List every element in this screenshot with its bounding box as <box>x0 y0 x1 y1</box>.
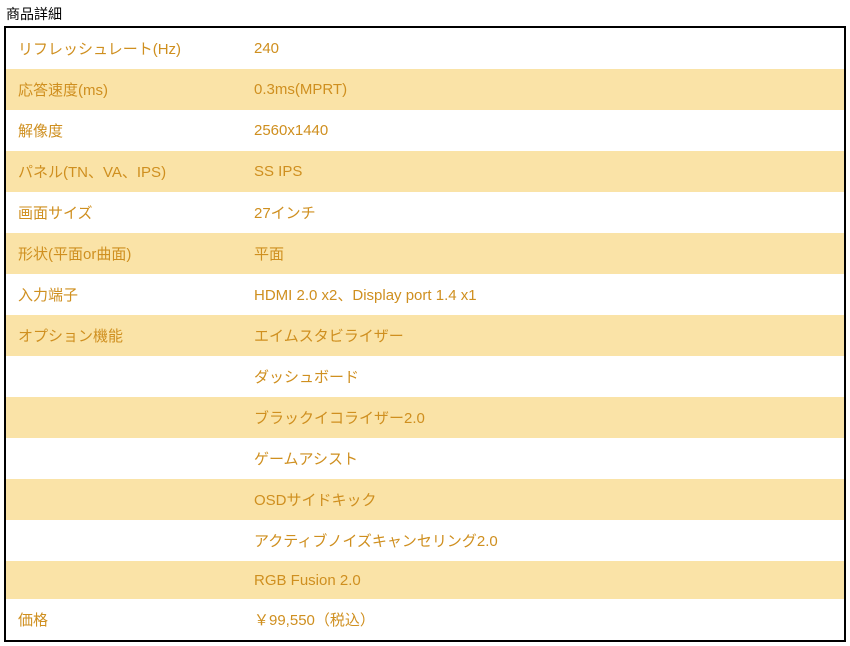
spec-value: ゲームアシスト <box>242 438 844 479</box>
spec-label <box>6 397 242 438</box>
spec-value: OSDサイドキック <box>242 479 844 520</box>
spec-value: アクティブノイズキャンセリング2.0 <box>242 520 844 561</box>
table-row: OSDサイドキック <box>6 479 844 520</box>
table-row: ダッシュボード <box>6 356 844 397</box>
table-row: ゲームアシスト <box>6 438 844 479</box>
table-row: リフレッシュレート(Hz)240 <box>6 28 844 69</box>
spec-label <box>6 561 242 599</box>
section-title: 商品詳細 <box>4 4 846 24</box>
spec-label <box>6 438 242 479</box>
table-row: 入力端子HDMI 2.0 x2、Display port 1.4 x1 <box>6 274 844 315</box>
table-row: 画面サイズ27インチ <box>6 192 844 233</box>
spec-label <box>6 520 242 561</box>
spec-value: RGB Fusion 2.0 <box>242 561 844 599</box>
spec-label <box>6 356 242 397</box>
table-row: RGB Fusion 2.0 <box>6 561 844 599</box>
table-row: 解像度2560x1440 <box>6 110 844 151</box>
spec-label: オプション機能 <box>6 315 242 356</box>
spec-table: リフレッシュレート(Hz)240応答速度(ms)0.3ms(MPRT)解像度25… <box>6 28 844 640</box>
spec-value: 平面 <box>242 233 844 274</box>
table-row: 応答速度(ms)0.3ms(MPRT) <box>6 69 844 110</box>
spec-label: 価格 <box>6 599 242 640</box>
spec-label: 画面サイズ <box>6 192 242 233</box>
spec-label: 解像度 <box>6 110 242 151</box>
table-row: 形状(平面or曲面)平面 <box>6 233 844 274</box>
spec-value: 240 <box>242 28 844 69</box>
table-row: パネル(TN、VA、IPS)SS IPS <box>6 151 844 192</box>
spec-value: ブラックイコライザー2.0 <box>242 397 844 438</box>
spec-value: 2560x1440 <box>242 110 844 151</box>
spec-value: エイムスタビライザー <box>242 315 844 356</box>
spec-label <box>6 479 242 520</box>
spec-value: ￥99,550（税込） <box>242 599 844 640</box>
spec-label: リフレッシュレート(Hz) <box>6 28 242 69</box>
spec-label: 入力端子 <box>6 274 242 315</box>
spec-label: パネル(TN、VA、IPS) <box>6 151 242 192</box>
spec-value: 0.3ms(MPRT) <box>242 69 844 110</box>
spec-value: 27インチ <box>242 192 844 233</box>
table-row: アクティブノイズキャンセリング2.0 <box>6 520 844 561</box>
table-row: オプション機能エイムスタビライザー <box>6 315 844 356</box>
spec-value: SS IPS <box>242 151 844 192</box>
spec-table-container: リフレッシュレート(Hz)240応答速度(ms)0.3ms(MPRT)解像度25… <box>4 26 846 642</box>
spec-label: 形状(平面or曲面) <box>6 233 242 274</box>
spec-value: ダッシュボード <box>242 356 844 397</box>
table-row: ブラックイコライザー2.0 <box>6 397 844 438</box>
table-row: 価格￥99,550（税込） <box>6 599 844 640</box>
spec-value: HDMI 2.0 x2、Display port 1.4 x1 <box>242 274 844 315</box>
spec-label: 応答速度(ms) <box>6 69 242 110</box>
